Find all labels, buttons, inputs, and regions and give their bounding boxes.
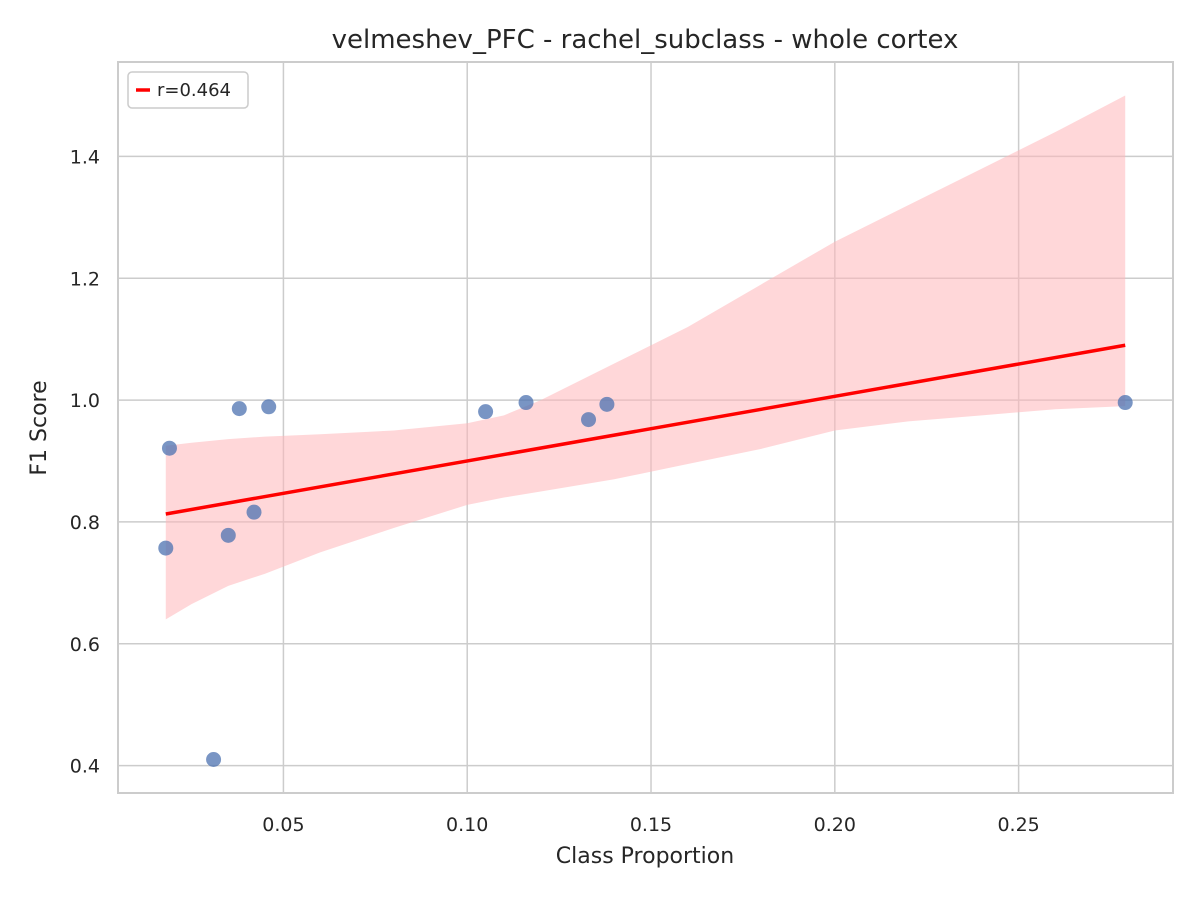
regression-line-layer — [165, 343, 1126, 516]
confidence-band-layer — [165, 95, 1126, 620]
data-point — [246, 504, 262, 520]
regression-line — [165, 343, 1126, 516]
data-point — [261, 399, 277, 415]
x-axis-label: Class Proportion — [556, 844, 734, 869]
x-tick-label: 0.15 — [630, 814, 672, 836]
y-tick-label: 1.2 — [70, 268, 100, 290]
chart-title: velmeshev_PFC - rachel_subclass - whole … — [332, 25, 959, 55]
data-point — [1117, 395, 1133, 411]
data-point — [220, 527, 236, 543]
y-tick-label: 0.6 — [70, 634, 100, 656]
x-tick-label: 0.20 — [814, 814, 856, 836]
y-tick-label: 0.8 — [70, 512, 100, 534]
confidence-band — [165, 95, 1126, 620]
data-point — [599, 396, 615, 412]
x-tick-label: 0.05 — [262, 814, 304, 836]
y-axis-ticks: 0.4 0.6 0.8 1.0 1.2 1.4 — [70, 146, 100, 777]
legend: r=0.464 — [127, 71, 249, 109]
legend-label: r=0.464 — [157, 80, 231, 101]
y-tick-label: 1.4 — [70, 146, 100, 168]
plot-frame — [117, 61, 1174, 794]
x-tick-label: 0.25 — [997, 814, 1039, 836]
data-point — [581, 412, 597, 428]
y-tick-label: 0.4 — [70, 756, 100, 778]
data-point — [231, 401, 247, 417]
data-point — [206, 751, 222, 767]
legend-box — [127, 71, 249, 109]
y-axis-label: F1 Score — [27, 380, 52, 475]
y-tick-label: 1.0 — [70, 390, 100, 412]
x-axis-ticks: 0.05 0.10 0.15 0.20 0.25 — [262, 814, 1040, 836]
data-points — [158, 395, 1133, 767]
data-point — [158, 540, 174, 556]
data-point — [478, 404, 494, 420]
data-point — [518, 395, 534, 411]
x-tick-label: 0.10 — [446, 814, 488, 836]
data-point — [161, 440, 177, 456]
